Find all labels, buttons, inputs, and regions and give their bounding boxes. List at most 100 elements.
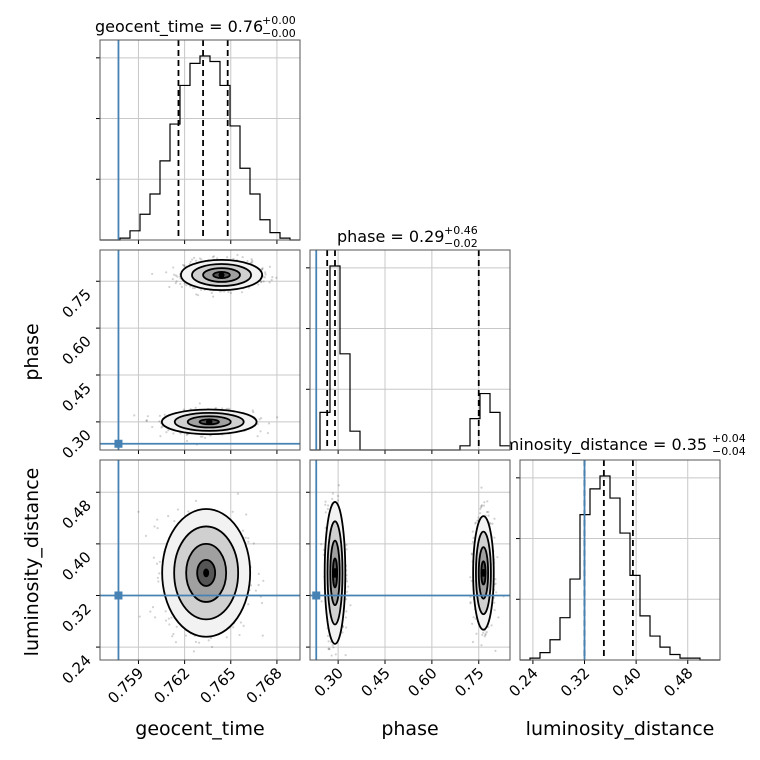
scatter-luminosity-distance-vs-geocent-time-point	[156, 518, 159, 521]
hist-geocent-time-border	[99, 39, 301, 241]
scatter-phase-vs-geocent-time-point	[179, 282, 182, 285]
scatter-phase-vs-geocent-time-point	[172, 266, 175, 269]
scatter-phase-vs-geocent-time-point	[176, 275, 179, 278]
scatter-luminosity-distance-vs-phase-point	[474, 617, 477, 620]
scatter-phase-vs-geocent-time-point	[264, 271, 267, 274]
scatter-phase-vs-geocent-time-point	[174, 282, 177, 285]
scatter-luminosity-distance-vs-phase-point	[345, 543, 348, 547]
y-axis-label-phase: phase	[21, 323, 43, 380]
scatter-phase-vs-geocent-time-point	[251, 259, 254, 262]
hist-luminosity-distance-border	[519, 459, 721, 661]
scatter-luminosity-distance-vs-phase-point	[489, 522, 492, 525]
scatter-luminosity-distance-vs-geocent-time-point	[244, 536, 247, 539]
scatter-phase-vs-geocent-time-point	[133, 414, 136, 417]
scatter-phase-vs-geocent-time-point	[168, 285, 171, 289]
scatter-luminosity-distance-vs-phase-point	[495, 591, 498, 594]
scatter-luminosity-distance-vs-phase-point	[491, 522, 494, 525]
scatter-luminosity-distance-vs-phase-point	[347, 585, 350, 588]
title-phase-sub: −0.02	[444, 237, 478, 250]
scatter-phase-vs-geocent-time-point	[268, 265, 272, 268]
scatter-phase-vs-geocent-time-point	[189, 260, 192, 263]
scatter-phase-vs-geocent-time: 0.30 0.45 0.60 0.75	[58, 249, 301, 462]
scatter-phase-vs-geocent-time-point	[212, 295, 215, 298]
scatter-luminosity-distance-vs-phase-xtick-label-2: 0.60	[404, 664, 440, 700]
scatter-luminosity-distance-vs-phase-point	[484, 632, 487, 635]
scatter-luminosity-distance-vs-phase-point	[476, 519, 479, 522]
hist-luminosity-distance-xtick-label-3: 0.48	[660, 664, 696, 700]
scatter-phase-vs-geocent-time-point	[185, 284, 188, 287]
panels: 0.24 0.32 0.40 0.480.300.450.600.750.759 0.7…	[58, 39, 721, 707]
scatter-luminosity-distance-vs-phase-point	[324, 511, 327, 514]
scatter-luminosity-distance-vs-geocent-time-point	[158, 572, 161, 575]
scatter-luminosity-distance-vs-phase-point	[493, 517, 496, 520]
hist-luminosity-distance-xtick-label-1: 0.32	[557, 664, 593, 700]
scatter-luminosity-distance-vs-phase-point	[485, 630, 488, 634]
scatter-luminosity-distance-vs-geocent-time-ytick-label-0: 0.24	[58, 651, 94, 687]
scatter-luminosity-distance-vs-geocent-time-point	[153, 525, 156, 528]
scatter-phase-vs-geocent-time-point	[194, 406, 197, 409]
scatter-luminosity-distance-vs-phase-point	[480, 644, 483, 647]
scatter-luminosity-distance-vs-phase-point	[479, 507, 482, 510]
scatter-phase-vs-geocent-time-point	[252, 410, 255, 414]
scatter-phase-vs-geocent-time-point	[260, 281, 263, 284]
scatter-luminosity-distance-vs-geocent-time-point	[175, 625, 178, 628]
scatter-luminosity-distance-vs-geocent-time-point	[173, 520, 176, 523]
scatter-luminosity-distance-vs-phase-point	[345, 590, 349, 593]
scatter-luminosity-distance-vs-phase-point	[485, 510, 489, 514]
scatter-luminosity-distance-vs-geocent-time-point	[137, 510, 140, 513]
scatter-luminosity-distance-vs-phase-point	[344, 616, 347, 619]
scatter-phase-vs-geocent-time-point	[165, 431, 168, 434]
scatter-luminosity-distance-vs-geocent-time-point	[194, 640, 198, 644]
scatter-luminosity-distance-vs-phase-point	[472, 536, 475, 540]
scatter-luminosity-distance-vs-geocent-time-point	[254, 589, 257, 592]
scatter-luminosity-distance-vs-geocent-time-point	[239, 621, 242, 624]
scatter-phase-vs-geocent-time-point	[204, 436, 207, 440]
scatter-luminosity-distance-vs-phase-point	[470, 579, 473, 582]
hist-geocent-time-bg	[100, 40, 300, 240]
scatter-luminosity-distance-vs-phase-point	[494, 649, 497, 653]
scatter-phase-vs-geocent-time-point	[246, 259, 249, 263]
scatter-phase-vs-geocent-time-point	[275, 276, 278, 279]
scatter-luminosity-distance-vs-phase-point	[471, 530, 474, 533]
scatter-luminosity-distance-vs-phase-point	[486, 500, 489, 503]
scatter-luminosity-distance-vs-geocent-time-point	[238, 633, 241, 637]
scatter-luminosity-distance-vs-phase-peak-1	[480, 569, 487, 577]
scatter-luminosity-distance-vs-phase-point	[326, 634, 330, 637]
scatter-luminosity-distance-vs-geocent-time-point	[167, 617, 170, 620]
scatter-phase-vs-geocent-time-point	[276, 416, 279, 419]
scatter-phase-vs-geocent-time-point	[260, 417, 263, 420]
scatter-luminosity-distance-vs-phase-point	[327, 640, 330, 643]
scatter-luminosity-distance-vs-phase-point	[480, 505, 483, 508]
scatter-phase-vs-geocent-time-ytick-label-1: 0.45	[58, 379, 94, 415]
scatter-luminosity-distance-vs-phase-point	[482, 631, 485, 634]
scatter-luminosity-distance-vs-geocent-time-point	[252, 542, 255, 545]
scatter-luminosity-distance-vs-geocent-time-point	[187, 510, 190, 513]
scatter-luminosity-distance-vs-phase-point	[487, 514, 490, 517]
scatter-luminosity-distance-vs-geocent-time-point	[236, 492, 239, 495]
scatter-luminosity-distance-vs-phase-point	[490, 624, 493, 627]
scatter-phase-vs-geocent-time-point	[183, 265, 186, 268]
hist-luminosity-distance-steps	[520, 475, 720, 661]
scatter-phase-vs-geocent-time-point	[251, 409, 254, 412]
scatter-luminosity-distance-vs-phase-point	[336, 499, 340, 502]
scatter-luminosity-distance-vs-geocent-time-point	[176, 508, 180, 511]
scatter-luminosity-distance-vs-geocent-time-point	[168, 623, 171, 626]
scatter-luminosity-distance-vs-phase-point	[471, 640, 475, 644]
scatter-phase-vs-geocent-time-point	[268, 281, 271, 284]
scatter-luminosity-distance-vs-geocent-time-point	[197, 641, 201, 644]
scatter-phase-vs-geocent-time-point	[165, 271, 168, 274]
scatter-luminosity-distance-vs-phase-point	[345, 548, 348, 551]
scatter-phase-vs-geocent-time-point	[158, 414, 161, 417]
scatter-luminosity-distance-vs-geocent-time-point	[245, 513, 248, 516]
scatter-luminosity-distance-vs-phase-point	[328, 648, 331, 651]
scatter-luminosity-distance-vs-geocent-time-ytick-label-1: 0.32	[58, 600, 94, 636]
title-geocent-time-sup: +0.00	[262, 14, 296, 27]
scatter-luminosity-distance-vs-phase-point	[479, 506, 483, 509]
scatter-phase-vs-geocent-time-point	[201, 435, 204, 438]
hist-geocent-time-steps	[100, 55, 300, 241]
scatter-luminosity-distance-vs-phase-point	[331, 492, 335, 495]
scatter-luminosity-distance-vs-phase-point	[472, 616, 475, 619]
scatter-phase-vs-geocent-time-point	[232, 257, 235, 261]
scatter-phase-vs-geocent-time-point	[271, 276, 274, 279]
scatter-phase-vs-geocent-time-point	[151, 272, 154, 276]
